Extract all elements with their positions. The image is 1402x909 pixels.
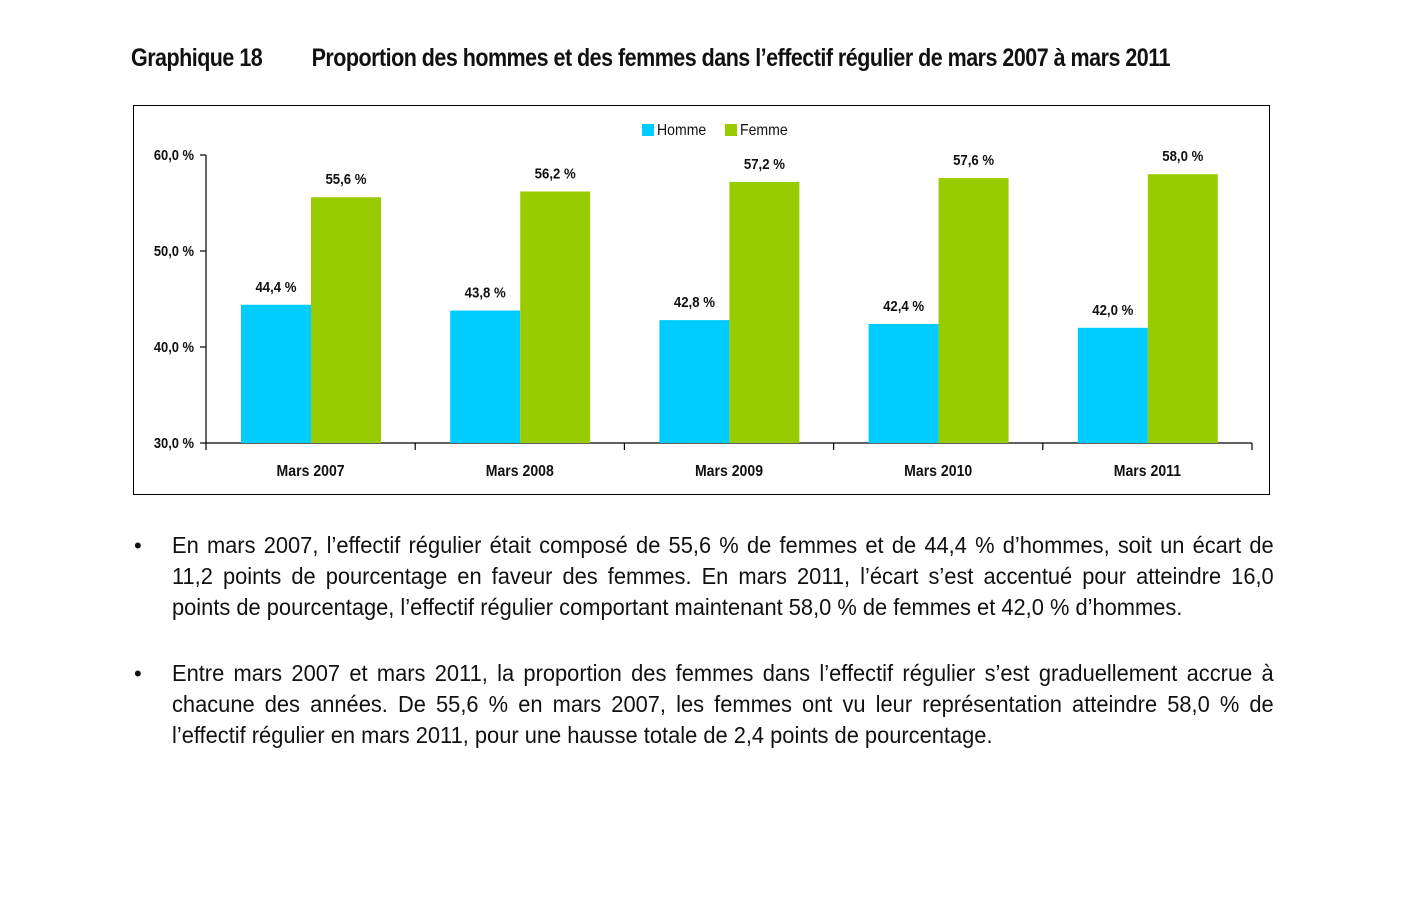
data-label-femme: 55,6 % <box>325 170 366 187</box>
bullet-text: Entre mars 2007 et mars 2011, la proport… <box>172 660 1274 748</box>
y-tick-label: 30,0 % <box>154 434 195 451</box>
x-tick-label: Mars 2011 <box>1114 462 1181 480</box>
data-label-homme: 42,0 % <box>1092 301 1133 318</box>
bar-femme <box>1147 174 1218 443</box>
y-tick-label: 60,0 % <box>154 146 195 163</box>
bar-homme <box>868 323 939 443</box>
x-axis: Mars 2007 Mars 2008 Mars 2009 Mars 2010 Mars… <box>205 442 1253 480</box>
bar-femme <box>520 191 591 443</box>
data-label-femme: 58,0 % <box>1162 147 1203 164</box>
y-tick-label: 50,0 % <box>154 242 195 259</box>
legend-label-femme: Femme <box>740 121 788 139</box>
bullet-text: En mars 2007, l’effectif régulier était … <box>172 532 1274 620</box>
data-label-femme: 56,2 % <box>535 165 576 182</box>
bullet-item: • En mars 2007, l’effectif régulier étai… <box>128 530 1274 623</box>
chart-frame: Homme Femme 30,0 % 40,0 % 50,0 % 60,0 % Mars… <box>133 105 1270 495</box>
bar-femme <box>311 197 381 443</box>
figure-number: Graphique 18 <box>131 44 263 72</box>
bullet-item: • Entre mars 2007 et mars 2011, la propo… <box>128 658 1274 751</box>
data-label-homme: 44,4 % <box>255 278 296 295</box>
legend-swatch-homme <box>642 124 654 136</box>
data-label-homme: 43,8 % <box>465 284 506 301</box>
data-label-femme: 57,2 % <box>744 155 785 172</box>
data-labels: 44,4 % 55,6 % 43,8 % 56,2 % 42,8 % 57,2 % 42,4… <box>255 147 1203 318</box>
bar-homme <box>450 310 521 443</box>
x-tick-label: Mars 2007 <box>277 462 345 480</box>
legend: Homme Femme <box>642 121 788 139</box>
figure-heading: Graphique 18 Proportion des hommes et des… <box>131 44 1170 73</box>
y-tick-label: 40,0 % <box>154 338 195 355</box>
data-label-homme: 42,8 % <box>674 293 715 310</box>
bar-homme <box>241 304 311 443</box>
data-label-homme: 42,4 % <box>883 297 924 314</box>
x-tick-label: Mars 2008 <box>486 462 554 480</box>
bar-femme <box>938 178 1009 443</box>
bar-homme <box>659 320 730 443</box>
x-tick-label: Mars 2009 <box>695 462 763 480</box>
bullet-dot: • <box>134 661 142 686</box>
legend-label-homme: Homme <box>657 121 706 139</box>
bar-chart: Homme Femme 30,0 % 40,0 % 50,0 % 60,0 % Mars… <box>154 121 1253 480</box>
bullet-dot: • <box>134 533 142 558</box>
data-label-femme: 57,6 % <box>953 151 994 168</box>
y-axis: 30,0 % 40,0 % 50,0 % 60,0 % <box>154 146 207 451</box>
figure-title: Proportion des hommes et des femmes dans… <box>311 44 1171 72</box>
commentary: • En mars 2007, l’effectif régulier étai… <box>128 530 1274 786</box>
bar-homme <box>1077 327 1148 443</box>
bar-femme <box>729 181 800 443</box>
x-tick-label: Mars 2010 <box>904 462 972 480</box>
legend-swatch-femme <box>725 124 737 136</box>
bars <box>241 174 1218 443</box>
